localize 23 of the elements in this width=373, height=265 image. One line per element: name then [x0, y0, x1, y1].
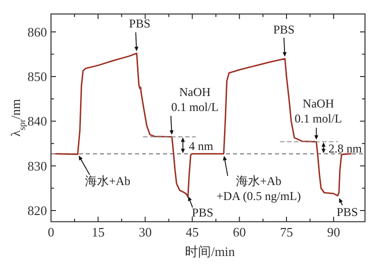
y-tick-label: 820 [28, 203, 47, 218]
annotation: NaOH 0.1 mol/L [294, 96, 342, 126]
annotation: 2.8 nm [328, 141, 363, 156]
y-tick-label: 860 [28, 24, 47, 40]
y-tick-label: 850 [28, 69, 47, 84]
annotation: PBS [336, 205, 358, 220]
x-tick-label: 90 [327, 224, 340, 240]
x-tick-label: 15 [92, 224, 105, 240]
y-tick-label: 830 [28, 158, 47, 174]
annotation: 4 nm [188, 138, 214, 153]
annotation: PBS [273, 22, 295, 37]
x-tick-label: 75 [280, 224, 293, 240]
x-tick-label: 60 [232, 224, 246, 240]
annotation: NaOH 0.1 mol/L [171, 84, 219, 114]
x-tick-label: 0 [48, 224, 54, 240]
x-tick-label: 30 [138, 224, 152, 240]
annotation: 海水+Ab [84, 174, 130, 188]
annotation: PBS [129, 16, 150, 30]
annotation: PBS [192, 205, 214, 220]
y-tick-label: 840 [28, 114, 47, 129]
annotation: 海水+Ab +DA (0.5 ng/mL) [216, 174, 301, 203]
x-tick-label: 45 [186, 224, 199, 240]
x-axis-title: 时间/min [185, 244, 236, 259]
